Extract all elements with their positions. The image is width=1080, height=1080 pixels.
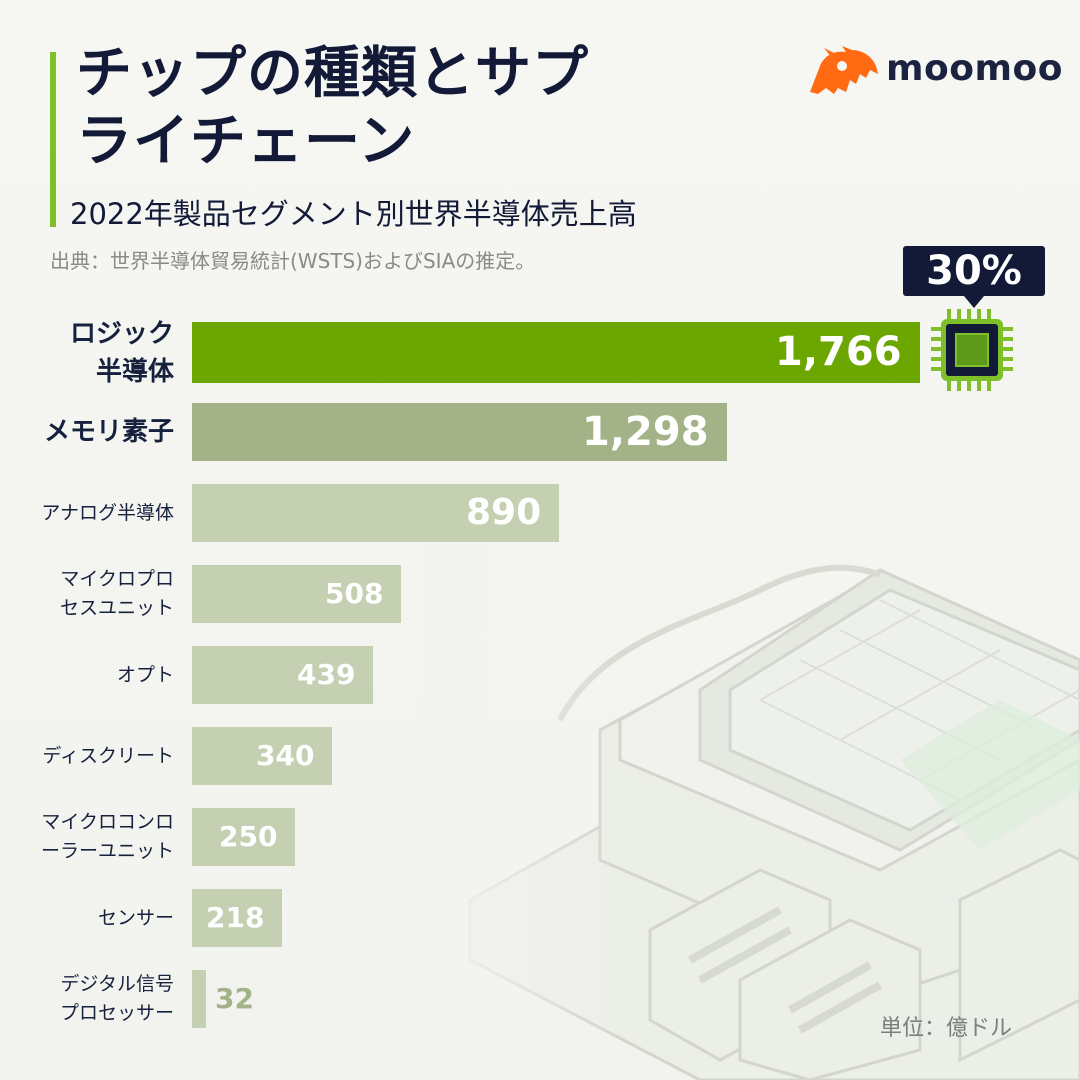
category-label-5-line-0: ディスクリート	[42, 744, 174, 767]
value-label-0: 1,766	[775, 329, 902, 375]
category-label-1-line-0: メモリ素子	[43, 417, 174, 447]
category-label-0-line-0: ロジック	[69, 318, 174, 349]
brand-logo: moomoo	[806, 44, 1062, 100]
category-label-4-line-0: オプト	[116, 663, 174, 686]
value-label-7: 218	[206, 901, 265, 934]
value-label-4: 439	[297, 658, 356, 691]
category-label-3-line-1: セスユニット	[59, 597, 174, 619]
category-label-4: オプト	[0, 661, 174, 690]
bar-7	[192, 889, 282, 947]
category-label-6-line-0: マイクロコンロ	[41, 811, 174, 833]
category-label-2: アナログ半導体	[0, 499, 174, 528]
value-label-3: 508	[325, 577, 384, 610]
bar-5	[192, 727, 332, 785]
bar-2	[192, 484, 559, 542]
category-label-6: マイクロコンロ ーラーユニット	[0, 808, 174, 866]
category-label-5: ディスクリート	[0, 742, 174, 771]
share-callout: 30%	[903, 246, 1045, 308]
title-line-2: ライチェーン	[76, 109, 416, 174]
category-label-0: ロジック半導体	[0, 315, 174, 391]
category-label-8: デジタル信号 プロセッサー	[0, 970, 174, 1028]
unit-note: 単位：億ドル	[880, 1016, 1013, 1041]
bar-4	[192, 646, 373, 704]
brand-name: moomoo	[886, 48, 1063, 89]
category-label-0-line-1: 半導体	[95, 356, 174, 387]
category-label-7-line-0: センサー	[97, 906, 174, 929]
source-note: 出典：世界半導体貿易統計(WSTS)およびSIAの推定。	[50, 249, 536, 273]
bar-0	[192, 322, 920, 383]
chip-icon	[931, 309, 1013, 391]
bar-1	[192, 403, 727, 461]
category-label-7: センサー	[0, 904, 174, 933]
category-label-3-line-0: マイクロプロ	[60, 568, 174, 590]
value-label-8: 32	[215, 982, 254, 1015]
bull-logo-icon	[810, 46, 878, 94]
value-label-2: 890	[466, 492, 542, 533]
bar-3	[192, 565, 401, 623]
category-label-3: マイクロプロ セスユニット	[0, 565, 174, 623]
category-label-8-line-1: プロセッサー	[59, 1002, 174, 1024]
category-label-8-line-0: デジタル信号	[60, 973, 174, 995]
page-title: チップの種類とサプ ライチェーン	[76, 40, 589, 176]
title-line-1: チップの種類とサプ	[76, 41, 589, 106]
value-label-5: 340	[256, 739, 315, 772]
category-label-2-line-0: アナログ半導体	[41, 501, 174, 524]
bar-6	[192, 808, 295, 866]
category-label-1: メモリ素子	[0, 413, 174, 451]
category-label-6-line-1: ーラーユニット	[40, 840, 174, 862]
title-accent-bar	[50, 52, 56, 227]
bar-8	[192, 970, 206, 1028]
value-label-6: 250	[219, 820, 278, 853]
value-label-1: 1,298	[582, 409, 709, 455]
chart-subtitle: 2022年製品セグメント別世界半導体売上高	[70, 197, 637, 231]
